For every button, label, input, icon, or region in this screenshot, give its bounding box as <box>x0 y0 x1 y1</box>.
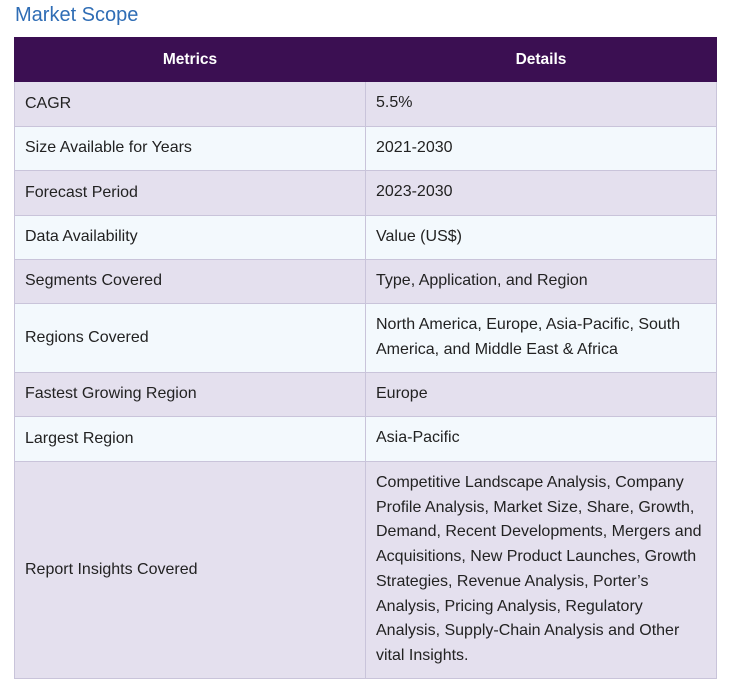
section-title: Market Scope <box>15 4 139 26</box>
header-metrics: Metrics <box>14 37 366 82</box>
metric-cell: Report Insights Covered <box>14 461 366 679</box>
detail-cell: 2023-2030 <box>365 170 717 216</box>
metric-cell: CAGR <box>14 81 366 127</box>
detail-cell: Value (US$) <box>365 215 717 260</box>
table-row: Data Availability Value (US$) <box>14 215 717 260</box>
detail-cell: Asia-Pacific <box>365 416 717 462</box>
metric-cell: Regions Covered <box>14 303 366 373</box>
detail-cell: Type, Application, and Region <box>365 259 717 304</box>
detail-cell: Europe <box>365 372 717 417</box>
table-row: Regions Covered North America, Europe, A… <box>14 303 717 373</box>
table-row: CAGR 5.5% <box>14 81 717 127</box>
metric-cell: Data Availability <box>14 215 366 260</box>
table-row: Size Available for Years 2021-2030 <box>14 126 717 171</box>
table-row: Largest Region Asia-Pacific <box>14 416 717 462</box>
table-row: Report Insights Covered Competitive Land… <box>14 461 717 679</box>
table-header-row: Metrics Details <box>14 37 717 82</box>
market-scope-table: Metrics Details CAGR 5.5% Size Available… <box>14 37 717 679</box>
table-row: Fastest Growing Region Europe <box>14 372 717 417</box>
detail-cell: Competitive Landscape Analysis, Company … <box>365 461 717 679</box>
table-row: Forecast Period 2023-2030 <box>14 170 717 216</box>
metric-cell: Segments Covered <box>14 259 366 304</box>
header-details: Details <box>365 37 717 82</box>
table-row: Segments Covered Type, Application, and … <box>14 259 717 304</box>
metric-cell: Fastest Growing Region <box>14 372 366 417</box>
metric-cell: Forecast Period <box>14 170 366 216</box>
metric-cell: Size Available for Years <box>14 126 366 171</box>
metric-cell: Largest Region <box>14 416 366 462</box>
detail-cell: North America, Europe, Asia-Pacific, Sou… <box>365 303 717 373</box>
detail-cell: 2021-2030 <box>365 126 717 171</box>
detail-cell: 5.5% <box>365 81 717 127</box>
